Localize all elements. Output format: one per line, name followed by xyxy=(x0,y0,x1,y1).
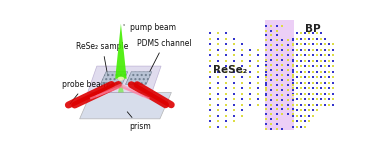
Text: ReSe₂: ReSe₂ xyxy=(212,65,247,74)
Ellipse shape xyxy=(118,77,124,81)
Polygon shape xyxy=(125,72,152,84)
Polygon shape xyxy=(88,66,161,92)
Text: ReSe₂ sample: ReSe₂ sample xyxy=(76,42,129,76)
Polygon shape xyxy=(265,20,294,130)
Text: prism: prism xyxy=(127,112,151,131)
Text: PDMS channel: PDMS channel xyxy=(137,39,192,72)
Text: pump beam: pump beam xyxy=(124,22,176,32)
Text: BP: BP xyxy=(305,24,321,34)
Polygon shape xyxy=(115,24,127,79)
Polygon shape xyxy=(80,92,171,119)
Polygon shape xyxy=(100,72,128,84)
Polygon shape xyxy=(118,79,124,92)
Text: probe beam: probe beam xyxy=(62,80,108,104)
